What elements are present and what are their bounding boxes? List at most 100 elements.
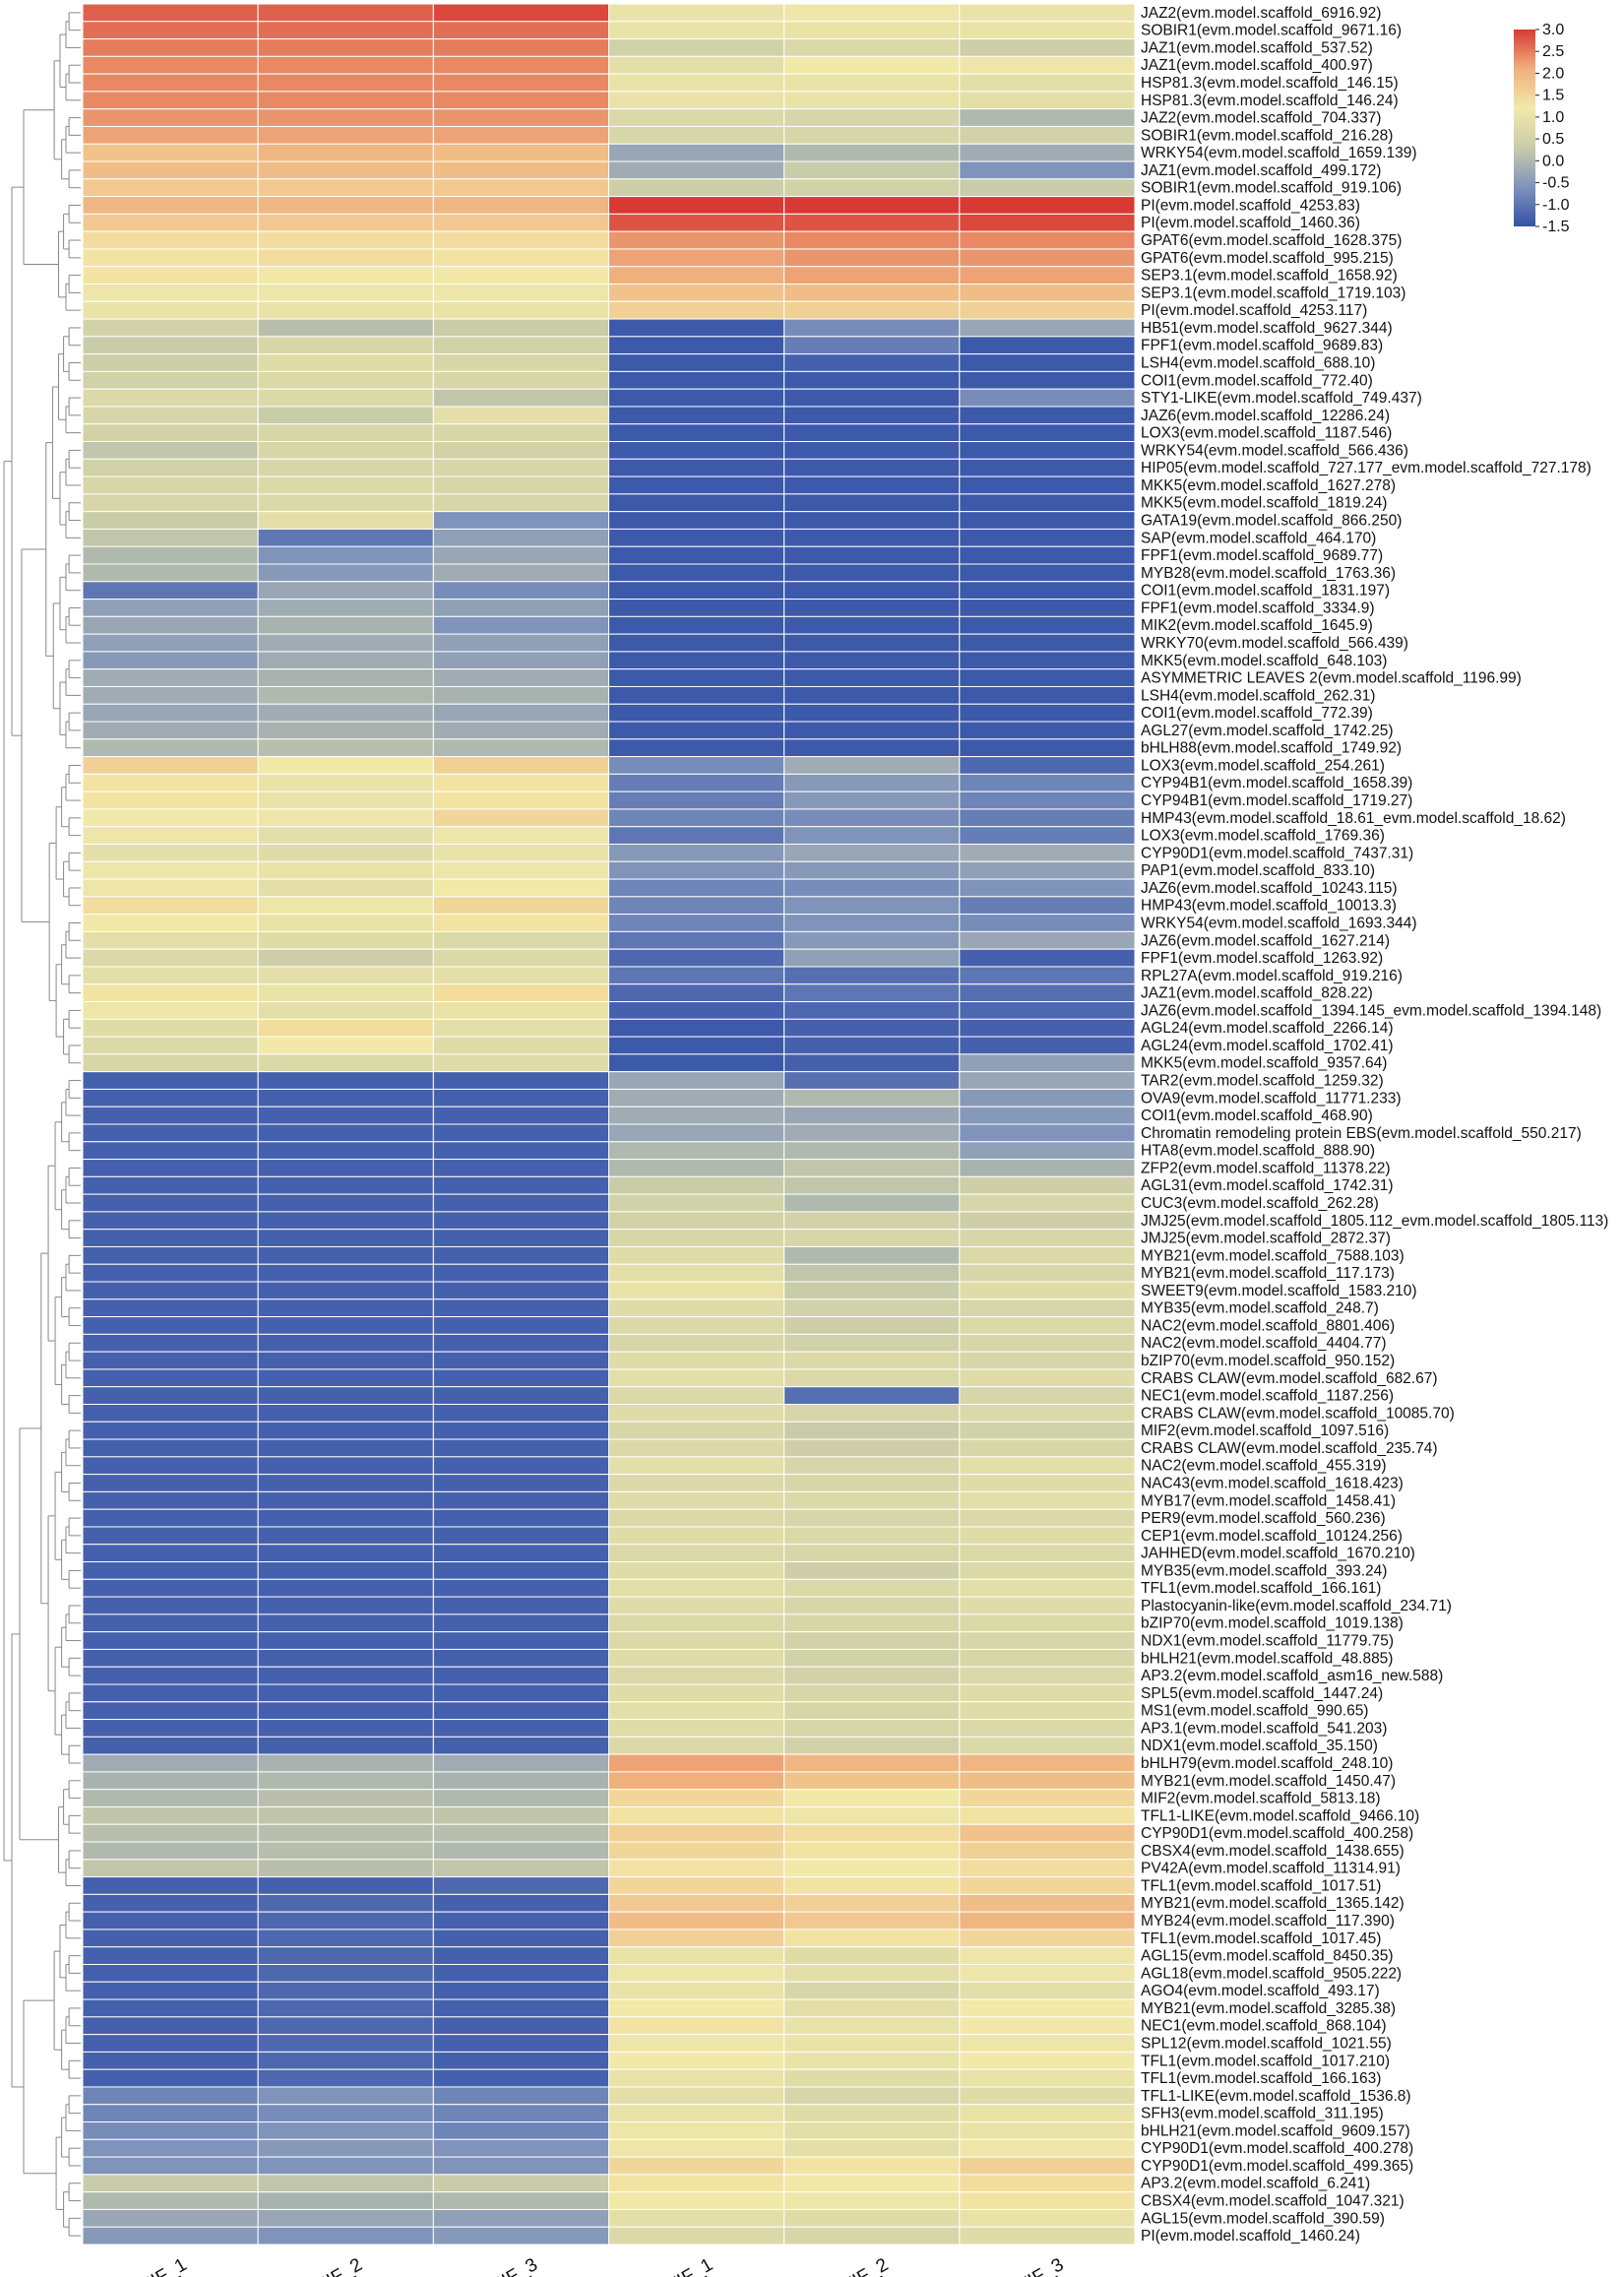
row-label: JMJ25(evm.model.scaffold_1805.112_evm.mo… [1141, 1213, 1608, 1230]
heatmap-cell [608, 143, 785, 162]
row-label: MYB21(evm.model.scaffold_117.173) [1141, 1265, 1395, 1282]
heatmap-cell [257, 353, 434, 372]
heatmap-cell [257, 2016, 434, 2036]
heatmap-cell [783, 528, 961, 547]
heatmap-cell [959, 545, 1136, 565]
heatmap-cell [82, 1193, 259, 1213]
heatmap-cell [257, 73, 434, 93]
heatmap-cell [959, 143, 1136, 162]
heatmap-cell [82, 1123, 259, 1143]
heatmap-cell [82, 1351, 259, 1370]
heatmap-cell [432, 441, 609, 460]
heatmap-cell [257, 55, 434, 75]
heatmap-cell [783, 1281, 961, 1300]
heatmap-cell [959, 930, 1136, 950]
row-label: SPL12(evm.model.scaffold_1021.55) [1141, 2035, 1392, 2052]
row-label: HSP81.3(evm.model.scaffold_146.24) [1141, 93, 1399, 109]
heatmap-cell [432, 1036, 609, 1055]
heatmap-cell [82, 1316, 259, 1335]
heatmap-cell [82, 633, 259, 653]
heatmap-cell [608, 1281, 785, 1300]
heatmap-cell [959, 633, 1136, 653]
heatmap-cell [608, 1211, 785, 1231]
heatmap-cell [82, 1438, 259, 1458]
heatmap-cell [432, 1316, 609, 1335]
row-label: JMJ25(evm.model.scaffold_2872.37) [1141, 1231, 1391, 1247]
heatmap-cell [432, 230, 609, 250]
row-label: MKK5(evm.model.scaffold_1627.278) [1141, 477, 1396, 494]
heatmap-cell [432, 738, 609, 758]
heatmap-cell [783, 545, 961, 565]
heatmap-cell [432, 668, 609, 687]
row-label: CRABS CLAW(evm.model.scaffold_235.74) [1141, 1440, 1438, 1457]
heatmap-cell [82, 318, 259, 338]
heatmap-cell [257, 860, 434, 880]
heatmap-cell [783, 1998, 961, 2018]
heatmap-cell [82, 1701, 259, 1721]
row-label: AP3.1(evm.model.scaffold_541.203) [1141, 1720, 1387, 1737]
heatmap-cell [783, 1351, 961, 1370]
heatmap-cell [783, 458, 961, 477]
heatmap-cell [608, 685, 785, 705]
heatmap-cell [432, 1141, 609, 1161]
heatmap-cell [82, 1298, 259, 1318]
row-label: FPF1(evm.model.scaffold_9689.77) [1141, 547, 1383, 564]
heatmap-cell [82, 1911, 259, 1930]
heatmap-cell [959, 826, 1136, 845]
heatmap-cell [82, 1893, 259, 1913]
heatmap-cell [257, 1193, 434, 1213]
heatmap-cell [432, 966, 609, 985]
heatmap-cell [432, 1474, 609, 1492]
heatmap-cell [82, 844, 259, 862]
heatmap-cell [257, 1298, 434, 1318]
heatmap-cell [608, 1981, 785, 2000]
heatmap-cell [783, 300, 961, 320]
heatmap-cell [608, 1946, 785, 1965]
heatmap-cell [432, 1229, 609, 1247]
heatmap-cell [82, 1526, 259, 1546]
heatmap-cell [783, 2121, 961, 2140]
heatmap-cell [783, 1053, 961, 1073]
heatmap-cell [82, 1666, 259, 1685]
heatmap-cell [959, 1368, 1136, 1388]
heatmap-cell [608, 248, 785, 268]
heatmap-cell [608, 1263, 785, 1283]
heatmap-cell [257, 545, 434, 565]
heatmap-cell [257, 1946, 434, 1965]
heatmap-cell [608, 966, 785, 985]
heatmap-cell [783, 1245, 961, 1265]
heatmap-cell [257, 248, 434, 268]
heatmap-cell [959, 1490, 1136, 1510]
heatmap-cell [783, 125, 961, 145]
row-label: WRKY54(evm.model.scaffold_566.436) [1141, 442, 1408, 459]
heatmap-cell [432, 1053, 609, 1073]
heatmap-cell [783, 1701, 961, 1721]
row-label: JAZ6(evm.model.scaffold_10243.115) [1141, 880, 1398, 897]
heatmap-cell [783, 143, 961, 162]
heatmap-cell [82, 1596, 259, 1615]
row-label: FPF1(evm.model.scaffold_9689.83) [1141, 338, 1383, 354]
heatmap-cell [608, 1159, 785, 1177]
heatmap-cell [608, 1298, 785, 1318]
colorbar-tick-label: -0.5 [1542, 175, 1570, 192]
heatmap-cell [959, 1964, 1136, 1983]
heatmap-cell [432, 248, 609, 268]
heatmap-cell [783, 878, 961, 898]
column-label: MIF_2 [310, 2254, 366, 2277]
heatmap-cell [432, 1613, 609, 1633]
heatmap-cell [432, 1964, 609, 1983]
row-label: NAC43(evm.model.scaffold_1618.423) [1141, 1475, 1404, 1491]
heatmap-cell [608, 1876, 785, 1895]
heatmap-cell [257, 2174, 434, 2193]
row-label: MIF2(evm.model.scaffold_1097.516) [1141, 1423, 1389, 1439]
heatmap-cell [783, 1631, 961, 1650]
heatmap-cell [959, 230, 1136, 250]
heatmap-cell [959, 1719, 1136, 1738]
row-label: MIF2(evm.model.scaffold_5813.18) [1141, 1791, 1381, 1807]
heatmap-cell [432, 160, 609, 180]
heatmap-cell [783, 1229, 961, 1247]
heatmap-cell [783, 1823, 961, 1843]
heatmap-cell [959, 1141, 1136, 1161]
heatmap-cell [959, 1981, 1136, 2000]
heatmap-cell [432, 1929, 609, 1948]
